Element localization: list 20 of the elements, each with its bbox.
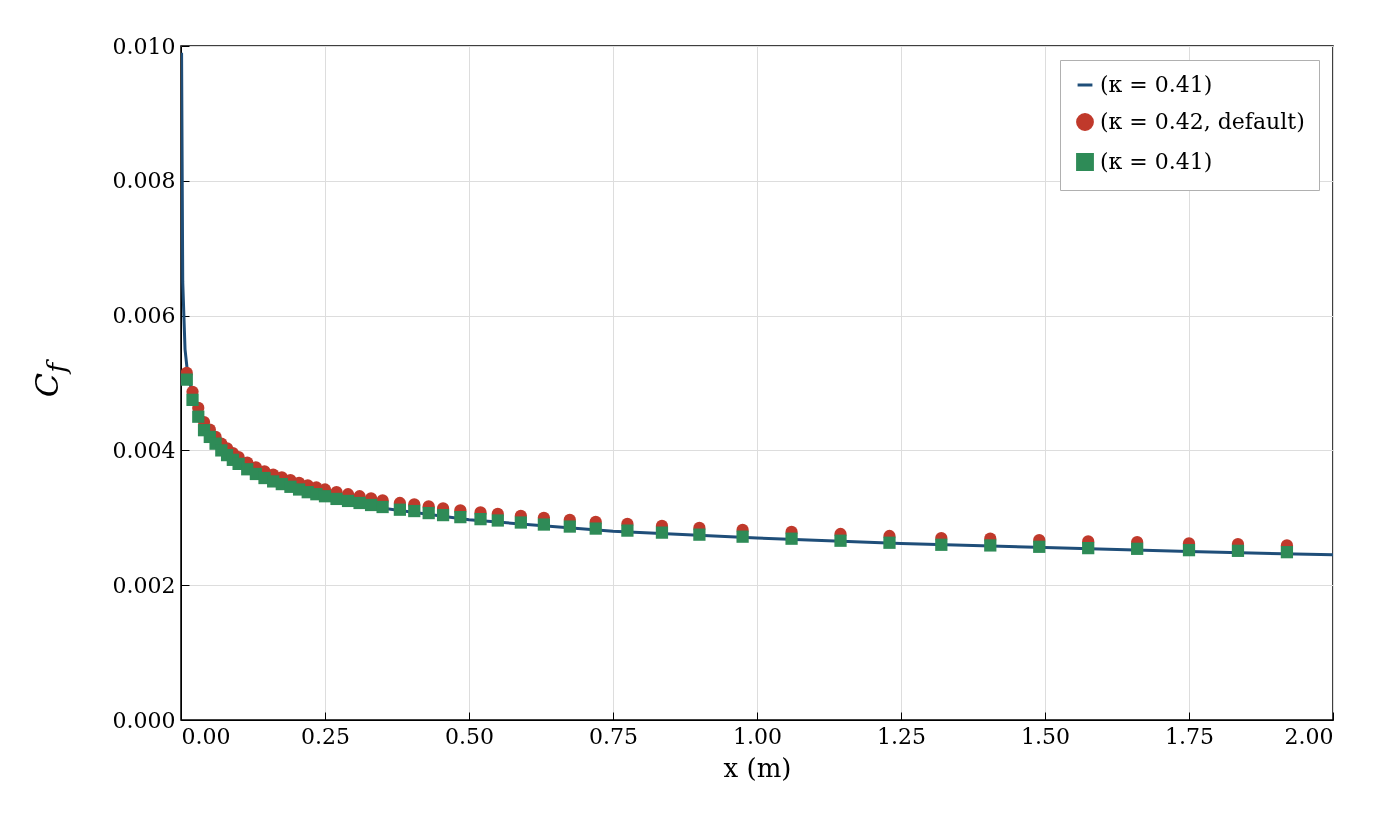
x-tick-label: 1.00: [733, 723, 782, 749]
x-tick-label: 0.00: [181, 723, 231, 749]
y-tick-label: 0.006: [112, 303, 176, 329]
x-tick-label: 1.50: [1021, 723, 1070, 749]
y-tick-label: 0.010: [112, 33, 176, 59]
x-tick-label: 0.50: [445, 723, 494, 749]
x-tick-label: 2.00: [1284, 723, 1334, 749]
y-tick-label: 0.000: [112, 707, 176, 733]
legend-label: (κ = 0.41): [1100, 149, 1213, 174]
line-series: [181, 51, 1333, 557]
legend-label: (κ = 0.42, default): [1100, 109, 1305, 134]
y-tick-label: 0.002: [112, 572, 176, 598]
x-tick-label: 0.25: [301, 723, 350, 749]
legend-label: (κ = 0.41): [1100, 72, 1213, 97]
x-tick-label: 1.75: [1165, 723, 1214, 749]
x-axis-title: x (m): [723, 752, 792, 783]
x-tick-label: 0.75: [589, 723, 638, 749]
y-tick-label: 0.008: [112, 168, 176, 194]
y-tick-label: 0.004: [112, 437, 176, 463]
x-tick-label: 1.25: [877, 723, 926, 749]
